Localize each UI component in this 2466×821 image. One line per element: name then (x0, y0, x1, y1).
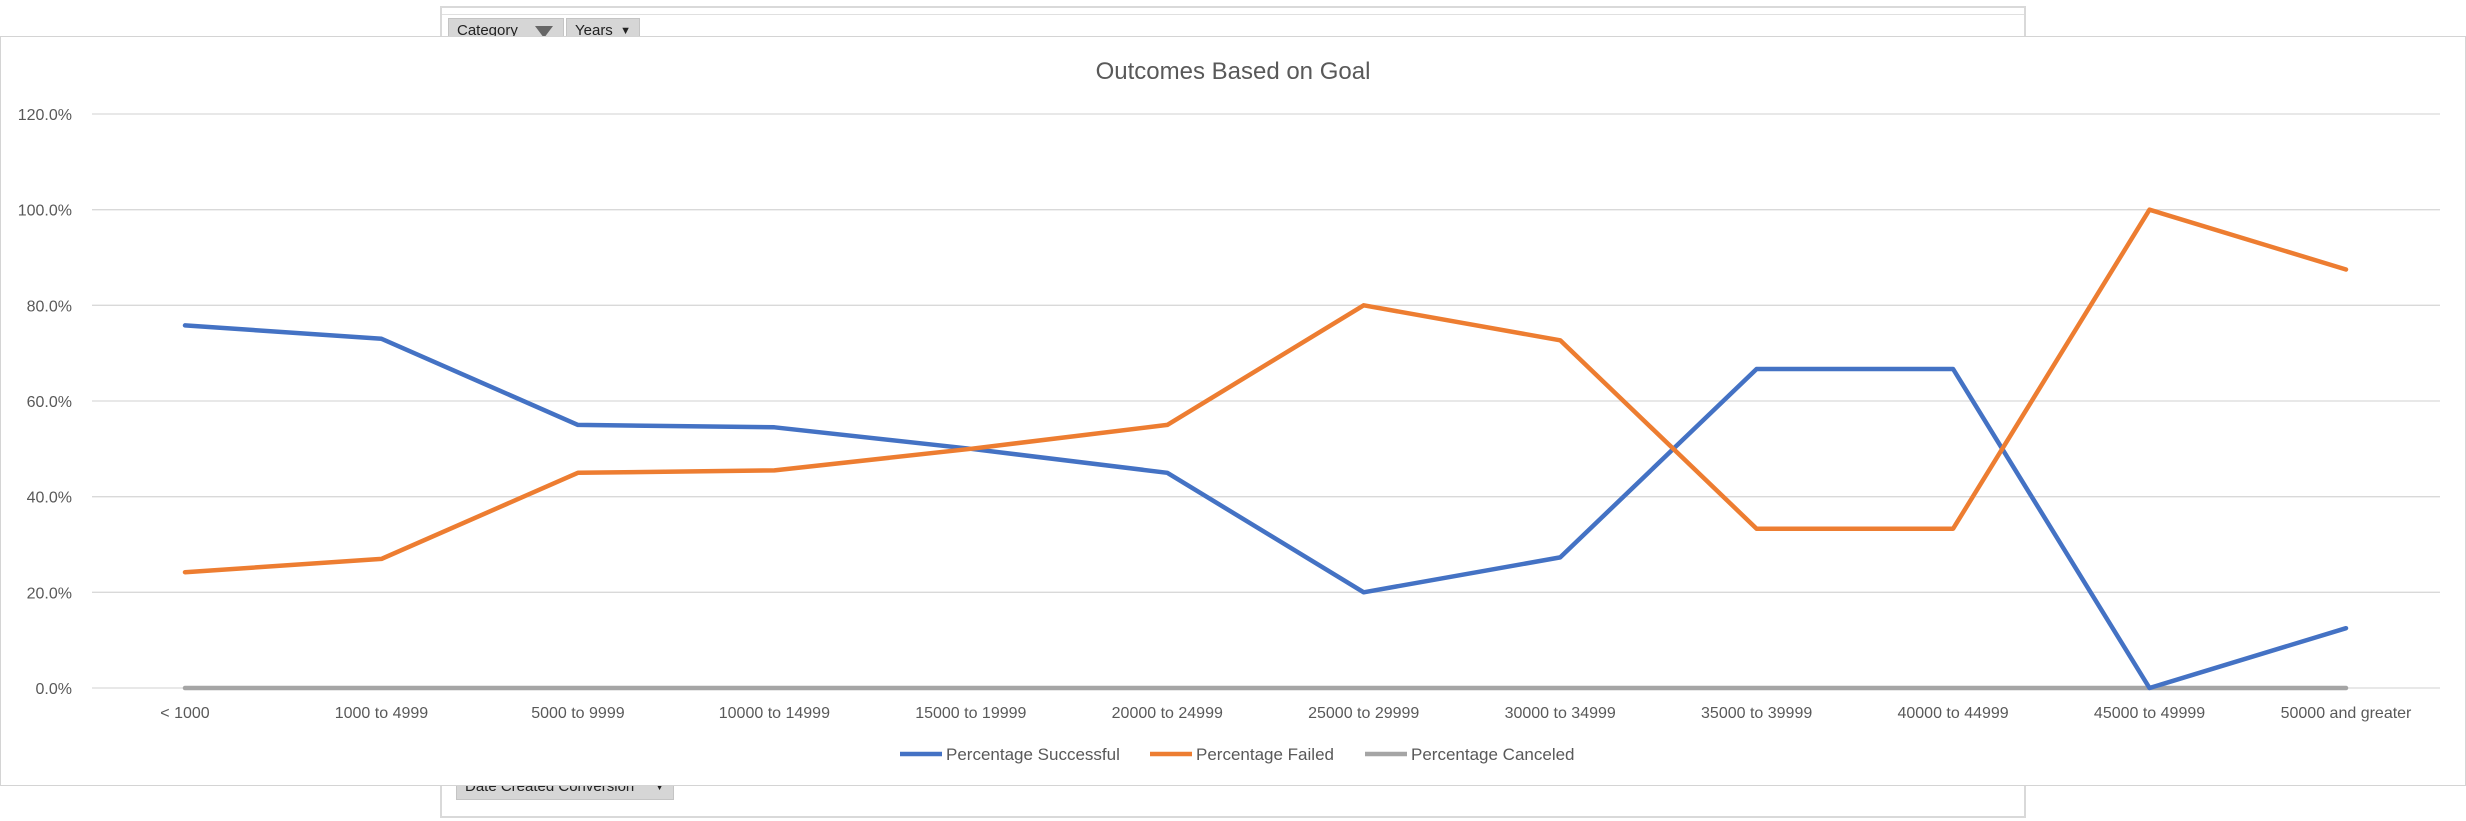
x-tick-label: 20000 to 24999 (1112, 705, 1223, 722)
x-tick-label: 15000 to 19999 (915, 705, 1026, 722)
filter-funnel-icon (535, 26, 553, 38)
dropdown-arrow-icon: ▼ (620, 25, 631, 37)
x-tick-label: 5000 to 9999 (531, 705, 625, 722)
y-tick-label: 0.0% (36, 681, 72, 698)
legend-label: Percentage Failed (1196, 745, 1334, 764)
y-tick-label: 120.0% (18, 107, 72, 124)
x-tick-label: 35000 to 39999 (1701, 705, 1812, 722)
series-line-percentage-failed[interactable] (182, 207, 2349, 575)
x-tick-label: < 1000 (160, 705, 209, 722)
y-tick-label: 40.0% (27, 490, 72, 507)
legend-item[interactable]: Percentage Canceled (1365, 745, 1575, 764)
pivot-frame-divider (442, 14, 2024, 15)
plot-series (182, 207, 2349, 691)
years-filter-label: Years (575, 22, 613, 39)
x-tick-label: 30000 to 34999 (1505, 705, 1616, 722)
legend-label: Percentage Canceled (1411, 745, 1575, 764)
legend[interactable]: Percentage Successful Percentage Failed Pe… (900, 745, 1575, 764)
x-axis: < 1000 1000 to 4999 5000 to 9999 10000 to 1… (160, 705, 2412, 722)
y-tick-label: 100.0% (18, 203, 72, 220)
category-filter-label: Category (457, 22, 518, 39)
x-tick-label: 1000 to 4999 (335, 705, 429, 722)
legend-label: Percentage Successful (946, 745, 1120, 764)
x-tick-label: 10000 to 14999 (719, 705, 830, 722)
y-tick-label: 60.0% (27, 394, 72, 411)
y-tick-label: 20.0% (27, 585, 72, 602)
y-axis: 0.0% 20.0% 40.0% 60.0% 80.0% 100.0% 120.0% (18, 107, 72, 698)
series-line-percentage-successful[interactable] (182, 323, 2349, 691)
legend-item[interactable]: Percentage Failed (1150, 745, 1334, 764)
x-tick-label: 50000 and greater (2281, 705, 2412, 722)
x-tick-label: 25000 to 29999 (1308, 705, 1419, 722)
line-chart: Outcomes Based on Goal 0.0% 20.0% 40.0% 60.… (18, 58, 2440, 764)
dropdown-arrow-icon: ▼ (654, 781, 665, 793)
gridlines (92, 113, 2440, 689)
y-tick-label: 80.0% (27, 298, 72, 315)
chart-title: Outcomes Based on Goal (1096, 58, 1371, 85)
legend-item[interactable]: Percentage Successful (900, 745, 1120, 764)
chart-area[interactable] (0, 36, 2466, 786)
x-tick-label: 45000 to 49999 (2094, 705, 2205, 722)
x-tick-label: 40000 to 44999 (1897, 705, 2008, 722)
